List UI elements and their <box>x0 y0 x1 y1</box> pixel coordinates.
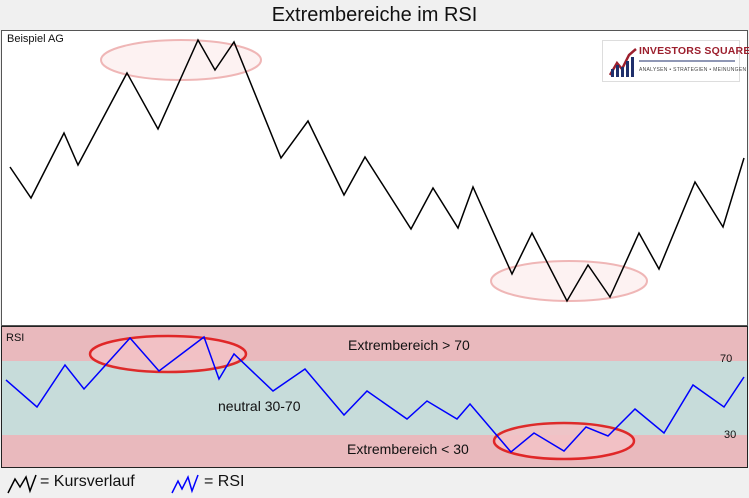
blue-zigzag-icon <box>171 474 199 494</box>
investors-square-logo: INVESTORS SQUARE ANALYSEN • STRATEGIEN •… <box>602 40 749 82</box>
lower-zone-label: Extrembereich < 30 <box>347 441 469 457</box>
page-title: Extrembereiche im RSI <box>271 4 478 26</box>
level-30-label: 30 <box>724 429 737 441</box>
rsi-label: RSI <box>6 332 25 344</box>
price-chart-label: Beispiel AG <box>7 33 64 45</box>
legend: = Kursverlauf = RSI <box>0 468 749 498</box>
neutral-zone-label: neutral 30-70 <box>218 398 301 414</box>
logo-chart-icon <box>608 48 637 77</box>
rsi-neutral-band <box>2 361 747 435</box>
rsi-lower-ellipse <box>492 421 636 461</box>
rsi-upper-ellipse <box>88 334 248 374</box>
price-chart-svg <box>9 38 745 303</box>
price-line <box>9 38 745 303</box>
rsi-chart-panel: RSI Extrembereich > 70 neutral 30-70 Ext… <box>1 326 748 468</box>
upper-zone-label: Extrembereich > 70 <box>348 337 470 353</box>
logo-divider <box>639 60 735 62</box>
rsi-line <box>5 335 745 454</box>
lower-extreme-ellipse <box>490 260 648 302</box>
upper-extreme-ellipse <box>100 39 262 81</box>
logo-title: INVESTORS SQUARE <box>639 45 749 57</box>
logo-tagline: ANALYSEN • STRATEGIEN • MEINUNGEN <box>639 67 747 73</box>
legend-rsi-text: = RSI <box>204 473 245 490</box>
rsi-chart-svg <box>5 334 745 461</box>
price-chart-panel: Beispiel AG INVESTORS SQUARE ANALYSEN • … <box>1 30 749 326</box>
legend-price-text: = Kursverlauf <box>40 473 135 490</box>
black-zigzag-icon <box>7 474 37 494</box>
level-70-label: 70 <box>720 353 733 365</box>
